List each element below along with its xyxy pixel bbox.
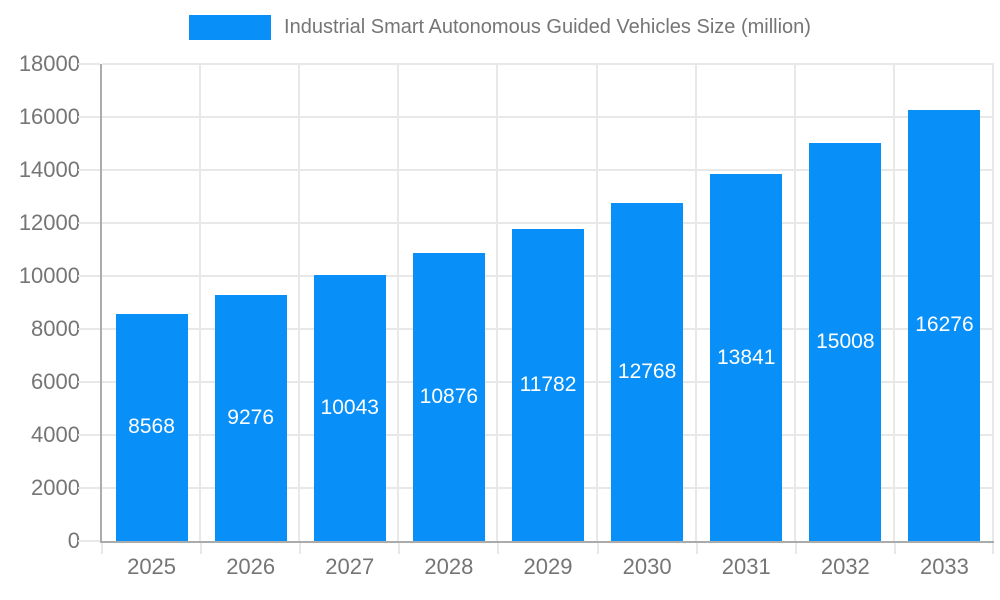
x-axis-tick-label: 2031 (721, 554, 771, 579)
gridline-vertical (595, 64, 598, 541)
x-axis-tick (794, 543, 797, 554)
x-axis-tick (200, 543, 203, 554)
bar-value-label: 10043 (320, 395, 379, 419)
chart-legend: Industrial Smart Autonomous Guided Vehic… (0, 15, 1000, 40)
y-axis-tick (78, 381, 100, 384)
x-axis-tick-label: 2028 (424, 554, 474, 579)
gridline-vertical (694, 64, 697, 541)
x-axis-tick-label: 2030 (622, 554, 672, 579)
y-axis-tick (78, 275, 100, 277)
y-axis-tick (78, 222, 100, 225)
y-axis-tick-label: 6000 (31, 369, 80, 394)
x-axis-tick (893, 543, 896, 554)
y-axis-tick-label: 4000 (31, 422, 80, 447)
gridline-vertical (397, 64, 400, 541)
y-axis-tick-label: 12000 (18, 210, 80, 235)
x-axis-tick-labels: 2025 2026 2027 2028 2029 2030 2031 2032 2033 (102, 552, 994, 582)
bar: 8568 (115, 313, 188, 541)
gridline-horizontal (102, 169, 994, 171)
x-axis-tick (992, 543, 994, 554)
bar-value-label: 12768 (617, 359, 677, 383)
y-axis-tick (78, 540, 100, 542)
bar-value-label: 11782 (519, 372, 577, 396)
y-axis-tick (78, 434, 100, 437)
bar: 10876 (412, 252, 485, 541)
x-axis-tick-label: 2029 (523, 554, 573, 579)
gridline-vertical (992, 64, 994, 541)
bar: 10043 (313, 274, 386, 541)
bar-value-label: 15008 (816, 330, 875, 354)
x-axis-tick (497, 543, 500, 554)
y-axis-tick (78, 116, 100, 119)
x-axis-tick-label: 2025 (127, 554, 177, 579)
legend-swatch-icon (189, 15, 272, 40)
y-axis-tick-label: 2000 (31, 475, 80, 500)
plot-area: 8568 9276 10043 10876 11782 12768 13841 15008 16… (78, 63, 994, 554)
y-axis-tick (78, 328, 100, 331)
x-axis-tick-label: 2026 (226, 554, 276, 579)
y-axis-tick-label: 16000 (18, 104, 80, 129)
gridline-vertical (298, 64, 301, 541)
y-axis-tick-label: 8000 (31, 316, 80, 341)
bar-value-label: 9276 (227, 406, 275, 430)
bar: 15008 (809, 143, 882, 541)
bar-value-label: 13841 (717, 345, 776, 369)
legend-label: Industrial Smart Autonomous Guided Vehic… (284, 16, 811, 38)
y-axis-tick-labels: 0 2000 4000 6000 8000 10000 12000 14000 16000 180… (0, 51, 80, 553)
y-axis-tick-label: 18000 (18, 51, 80, 76)
gridline-vertical (793, 64, 796, 541)
x-axis-tick (299, 543, 302, 554)
y-axis-tick (78, 63, 100, 65)
x-axis-tick (695, 543, 698, 554)
gridline-vertical (892, 64, 895, 541)
x-axis-tick (398, 543, 401, 554)
y-axis-tick-label: 0 (67, 528, 80, 553)
gridline-horizontal (102, 222, 994, 225)
gridline-horizontal (102, 116, 994, 119)
bar: 9276 (214, 295, 287, 541)
gridline-vertical (199, 64, 202, 541)
gridline-vertical (496, 64, 499, 541)
y-axis-tick-label: 14000 (18, 157, 80, 182)
x-axis-tick (101, 543, 103, 554)
gridline-horizontal (102, 63, 994, 65)
x-axis-tick-label: 2032 (820, 554, 870, 579)
bar-value-label: 8568 (128, 415, 175, 439)
x-axis-tick (596, 543, 599, 554)
bar-value-label: 10876 (419, 384, 479, 408)
y-axis-tick-label: 10000 (18, 263, 80, 288)
bar-value-label: 16276 (915, 313, 974, 337)
y-axis-tick (78, 487, 100, 490)
bar: 12768 (611, 202, 684, 541)
x-axis-tick-label: 2027 (325, 554, 375, 579)
bar: 11782 (512, 228, 584, 541)
x-axis-tick-label: 2033 (919, 554, 969, 579)
bar: 16276 (908, 109, 981, 541)
bar: 13841 (710, 174, 783, 541)
y-axis-tick (78, 169, 100, 171)
